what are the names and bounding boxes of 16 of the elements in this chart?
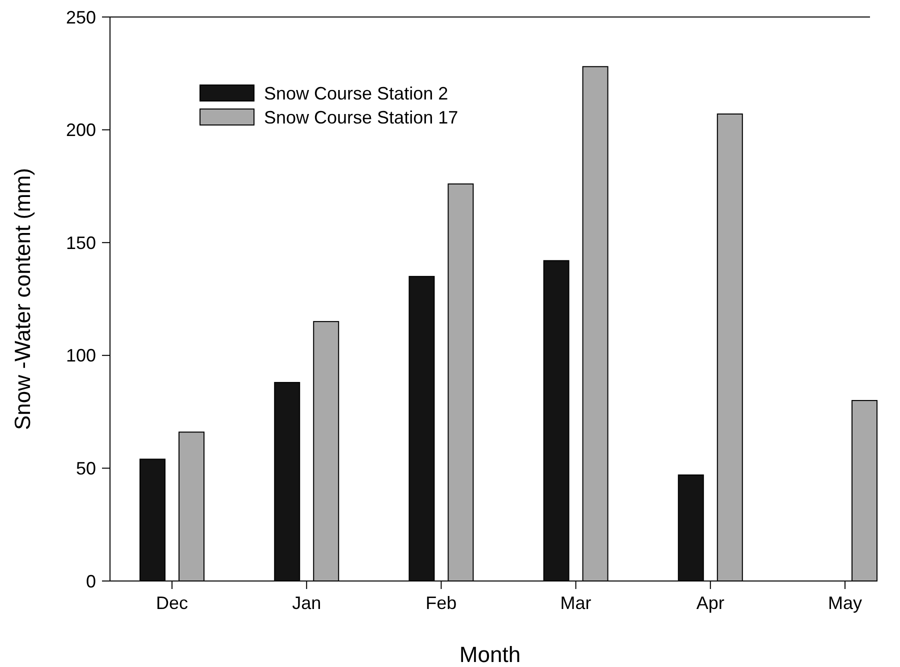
x-tick-label: Jan xyxy=(292,593,322,613)
x-tick-label: May xyxy=(828,593,862,613)
y-tick-label: 200 xyxy=(66,120,96,140)
y-axis-title: Snow -Water content (mm) xyxy=(10,168,35,430)
x-axis-title: Month xyxy=(459,642,521,667)
y-tick-label: 50 xyxy=(76,458,96,478)
legend-label: Snow Course Station 2 xyxy=(264,83,448,104)
y-tick-label: 150 xyxy=(66,232,96,253)
x-tick-label: Feb xyxy=(426,593,457,613)
y-tick-label: 100 xyxy=(66,346,96,366)
y-tick-label: 0 xyxy=(86,571,96,592)
legend-label: Snow Course Station 17 xyxy=(264,107,458,128)
x-tick-label: Mar xyxy=(560,593,592,613)
y-tick-label: 250 xyxy=(66,7,96,28)
x-tick-label: Dec xyxy=(156,593,188,613)
x-tick-label: Apr xyxy=(696,593,724,613)
